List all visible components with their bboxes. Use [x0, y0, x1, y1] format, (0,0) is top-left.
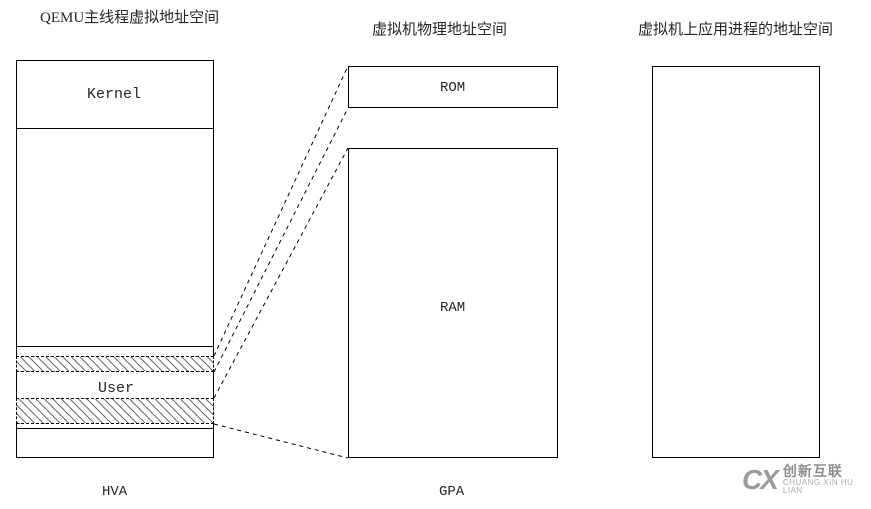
left-hatched-rom: [16, 356, 214, 372]
watermark-cn: 创新互联: [783, 464, 871, 479]
title-right: 虚拟机上应用进程的地址空间: [638, 18, 833, 39]
gpa-label: GPA: [439, 484, 464, 500]
ram-label: RAM: [440, 300, 465, 316]
title-left: QEMU主线程虚拟地址空间: [40, 6, 219, 27]
mapping-line: [214, 66, 348, 356]
left-user-bottom-sep: [16, 428, 214, 429]
right-box: [652, 66, 820, 458]
user-label: User: [98, 380, 134, 397]
watermark: CX 创新互联 CHUANG XIN HU LIAN: [742, 464, 871, 496]
hva-label: HVA: [102, 484, 127, 500]
diagram-canvas: QEMU主线程虚拟地址空间 虚拟机物理地址空间 虚拟机上应用进程的地址空间 Ke…: [0, 0, 871, 509]
watermark-cx: CX: [742, 464, 777, 496]
left-kernel-sep: [16, 128, 214, 129]
mapping-line: [214, 108, 348, 372]
left-user-top-sep: [16, 346, 214, 347]
kernel-label: Kernel: [87, 86, 141, 103]
watermark-py: CHUANG XIN HU LIAN: [783, 479, 871, 496]
mapping-line: [214, 424, 348, 458]
rom-label: ROM: [440, 80, 465, 96]
title-middle: 虚拟机物理地址空间: [372, 18, 507, 39]
left-hatched-ram: [16, 398, 214, 424]
mapping-line: [214, 148, 348, 398]
